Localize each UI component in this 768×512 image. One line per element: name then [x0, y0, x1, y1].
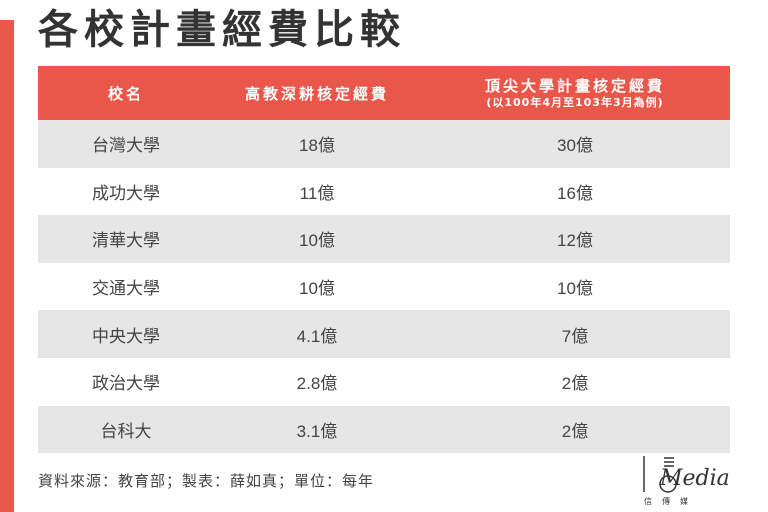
cell-teaching-excellence: 3.1億 — [296, 421, 338, 441]
header-top-university: 頂尖大學計畫核定經費 (以100年4月至103年3月為例) — [420, 76, 730, 110]
header-school: 校名 — [107, 84, 144, 103]
header-teaching-excellence: 高教深耕核定經費 — [244, 84, 389, 103]
source-note: 資料來源：教育部；製表：薛如真；單位：每年 — [38, 472, 375, 490]
accent-side-bar — [0, 20, 14, 512]
cell-school: 交通大學 — [92, 279, 160, 299]
cell-top-university: 2億 — [561, 374, 589, 394]
cell-school: 中央大學 — [92, 326, 160, 346]
cell-teaching-excellence: 4.1億 — [296, 326, 338, 346]
cell-school: 成功大學 — [92, 183, 160, 203]
cell-school: 政治大學 — [92, 374, 160, 394]
page-title: 各校計畫經費比較 — [38, 7, 406, 53]
table-row: 清華大學 10億 12億 — [38, 215, 730, 263]
cell-school: 台科大 — [100, 421, 152, 441]
logo-subtext: 信傳媒 — [644, 497, 698, 506]
table-row: 交通大學 10億 10億 — [38, 262, 730, 311]
media-logo: Media 信傳媒 — [638, 452, 750, 510]
cell-teaching-excellence: 2.8億 — [296, 374, 338, 394]
cell-top-university: 16億 — [557, 183, 593, 203]
logo-mark-icon — [643, 456, 677, 493]
table-header: 校名 高教深耕核定經費 頂尖大學計畫核定經費 (以100年4月至103年3月為例… — [38, 66, 730, 120]
cell-teaching-excellence: 10億 — [299, 279, 335, 299]
cell-teaching-excellence: 18億 — [299, 136, 335, 156]
cell-top-university: 30億 — [557, 136, 593, 156]
header-top-university-label: 頂尖大學計畫核定經費 — [484, 77, 665, 95]
table-row: 台灣大學 18億 30億 — [38, 120, 730, 168]
cell-teaching-excellence: 10億 — [299, 231, 335, 251]
cell-top-university: 12億 — [557, 231, 593, 251]
cell-school: 台灣大學 — [92, 136, 160, 156]
table-row: 成功大學 11億 16億 — [38, 167, 730, 216]
cell-top-university: 2億 — [561, 421, 589, 441]
table-row: 台科大 3.1億 2億 — [38, 405, 730, 454]
cell-school: 清華大學 — [92, 231, 160, 251]
funding-table: 校名 高教深耕核定經費 頂尖大學計畫核定經費 (以100年4月至103年3月為例… — [38, 66, 730, 454]
table-row: 政治大學 2.8億 2億 — [38, 357, 730, 406]
cell-top-university: 7億 — [561, 326, 589, 346]
cell-top-university: 10億 — [557, 279, 593, 299]
cell-teaching-excellence: 11億 — [299, 183, 335, 203]
logo-text: Media — [660, 466, 730, 491]
table-row: 中央大學 4.1億 7億 — [38, 310, 730, 358]
header-top-university-note: (以100年4月至103年3月為例) — [486, 96, 664, 109]
